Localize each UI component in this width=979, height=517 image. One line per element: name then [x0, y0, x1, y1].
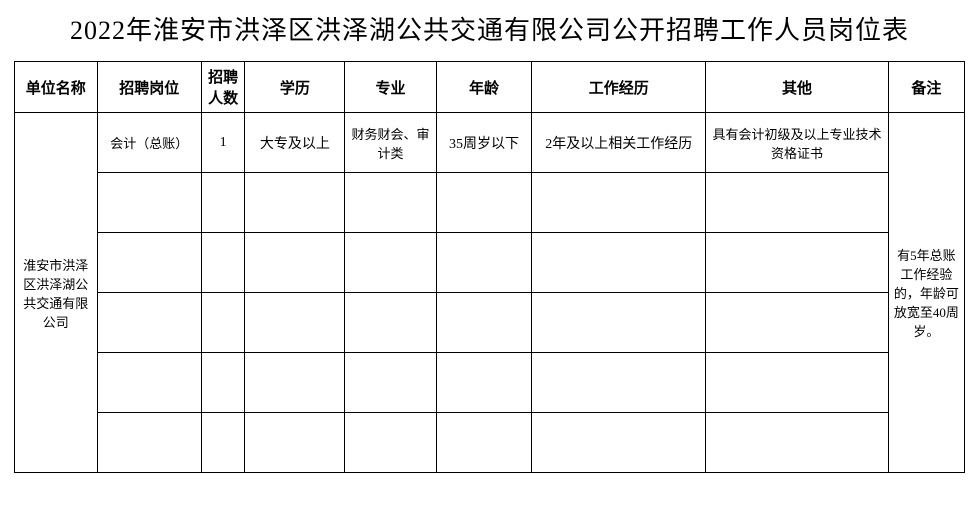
header-unit: 单位名称: [15, 62, 98, 113]
empty-cell: [201, 173, 244, 233]
empty-cell: [706, 413, 889, 473]
table-header-row: 单位名称 招聘岗位 招聘人数 学历 专业 年龄 工作经历 其他 备注: [15, 62, 965, 113]
header-experience: 工作经历: [532, 62, 706, 113]
empty-cell: [532, 173, 706, 233]
empty-cell: [532, 233, 706, 293]
recruitment-table: 单位名称 招聘岗位 招聘人数 学历 专业 年龄 工作经历 其他 备注 淮安市洪泽…: [14, 61, 965, 473]
table-row: [15, 293, 965, 353]
empty-cell: [436, 413, 532, 473]
empty-cell: [97, 233, 201, 293]
cell-count: 1: [201, 113, 244, 173]
empty-cell: [245, 173, 345, 233]
empty-cell: [245, 293, 345, 353]
cell-position: 会计（总账）: [97, 113, 201, 173]
empty-cell: [345, 353, 436, 413]
cell-major: 财务财会、审计类: [345, 113, 436, 173]
empty-cell: [97, 173, 201, 233]
empty-cell: [345, 173, 436, 233]
empty-cell: [532, 413, 706, 473]
empty-cell: [345, 293, 436, 353]
header-count: 招聘人数: [201, 62, 244, 113]
header-position: 招聘岗位: [97, 62, 201, 113]
table-row: 淮安市洪泽区洪泽湖公共交通有限公司 会计（总账） 1 大专及以上 财务财会、审计…: [15, 113, 965, 173]
empty-cell: [436, 233, 532, 293]
empty-cell: [532, 353, 706, 413]
header-other: 其他: [706, 62, 889, 113]
empty-cell: [97, 353, 201, 413]
empty-cell: [201, 353, 244, 413]
table-row: [15, 233, 965, 293]
cell-experience: 2年及以上相关工作经历: [532, 113, 706, 173]
page-title: 2022年淮安市洪泽区洪泽湖公共交通有限公司公开招聘工作人员岗位表: [14, 10, 965, 47]
empty-cell: [245, 413, 345, 473]
table-row: [15, 413, 965, 473]
empty-cell: [345, 413, 436, 473]
empty-cell: [345, 233, 436, 293]
empty-cell: [436, 173, 532, 233]
cell-remark: 有5年总账工作经验的，年龄可放宽至40周岁。: [888, 113, 964, 473]
empty-cell: [97, 413, 201, 473]
empty-cell: [97, 293, 201, 353]
header-major: 专业: [345, 62, 436, 113]
cell-unit: 淮安市洪泽区洪泽湖公共交通有限公司: [15, 113, 98, 473]
empty-cell: [706, 293, 889, 353]
empty-cell: [436, 353, 532, 413]
empty-cell: [706, 353, 889, 413]
empty-cell: [706, 173, 889, 233]
empty-cell: [436, 293, 532, 353]
table-row: [15, 353, 965, 413]
header-remark: 备注: [888, 62, 964, 113]
empty-cell: [201, 233, 244, 293]
header-age: 年龄: [436, 62, 532, 113]
cell-other: 具有会计初级及以上专业技术资格证书: [706, 113, 889, 173]
empty-cell: [706, 233, 889, 293]
empty-cell: [245, 353, 345, 413]
table-row: [15, 173, 965, 233]
cell-education: 大专及以上: [245, 113, 345, 173]
empty-cell: [532, 293, 706, 353]
cell-age: 35周岁以下: [436, 113, 532, 173]
header-education: 学历: [245, 62, 345, 113]
empty-cell: [201, 413, 244, 473]
empty-cell: [245, 233, 345, 293]
empty-cell: [201, 293, 244, 353]
